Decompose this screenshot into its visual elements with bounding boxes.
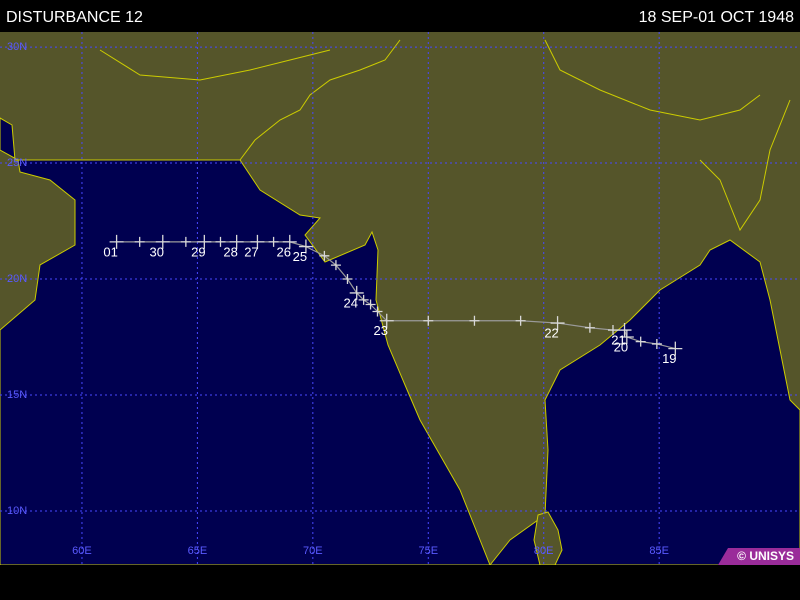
track-point [109,234,124,249]
credit: © UNISYS [737,549,794,563]
track-point [379,313,394,328]
day-label: 19 [662,351,676,366]
lon-label: 75E [418,545,438,557]
track-point [607,325,618,336]
track-point [268,236,279,247]
track-point [250,234,265,249]
track-point [372,306,383,317]
arabian-sea [0,117,491,565]
track-point [134,236,145,247]
lat-label: 20N [7,273,27,285]
border [699,99,791,232]
lon-label: 60E [72,545,92,557]
lat-label: 10N [7,505,27,517]
date-range: 18 SEP-01 OCT 1948 [639,9,794,26]
day-label: 30 [150,244,164,259]
day-label: 20 [614,339,628,354]
day-label: 22 [544,326,558,341]
lat-label: 30N [7,41,27,53]
track-point [668,341,683,356]
day-label: 23 [373,323,387,338]
track-point [330,260,341,271]
track-point [515,315,526,326]
lat-label: 15N [7,389,27,401]
track-point [298,239,313,254]
basemap [0,32,800,565]
lon-label: 80E [534,545,554,557]
track-point [358,294,369,305]
track-point [619,330,634,345]
track-point [180,236,191,247]
track-point [651,338,662,349]
day-label: 24 [343,295,357,310]
day-label: 25 [293,249,307,264]
track-point [229,234,244,249]
track-point [469,315,480,326]
track-point [550,316,565,331]
day-label: 27 [244,244,258,259]
lon-label: 65E [188,545,208,557]
track-point [635,336,646,347]
day-label: 29 [191,244,205,259]
track-point [365,299,376,310]
border [544,39,761,121]
track-point [584,322,595,333]
credit-badge [718,548,800,565]
track-point [197,234,212,249]
lat-label: 25N [7,157,27,169]
bay-of-bengal [489,239,800,565]
track-point [349,285,364,300]
track-point [319,250,330,261]
day-label: 21 [611,332,625,347]
graticule: 60E 65E 70E 75E 80E 85E 30N 25N 20N 15N 10N [0,32,800,565]
border [239,39,401,161]
track-point [617,323,632,338]
track-point [282,234,297,249]
track-point [423,315,434,326]
track-point [215,236,226,247]
track-point [155,234,170,249]
sri-lanka [533,511,563,565]
track-point [342,274,353,285]
lon-label: 85E [649,545,669,557]
day-label: 28 [223,244,237,259]
title: DISTURBANCE 12 [6,9,143,26]
lon-label: 70E [303,545,323,557]
day-label: 26 [277,244,291,259]
border [99,49,331,81]
day-label: 01 [103,244,117,259]
